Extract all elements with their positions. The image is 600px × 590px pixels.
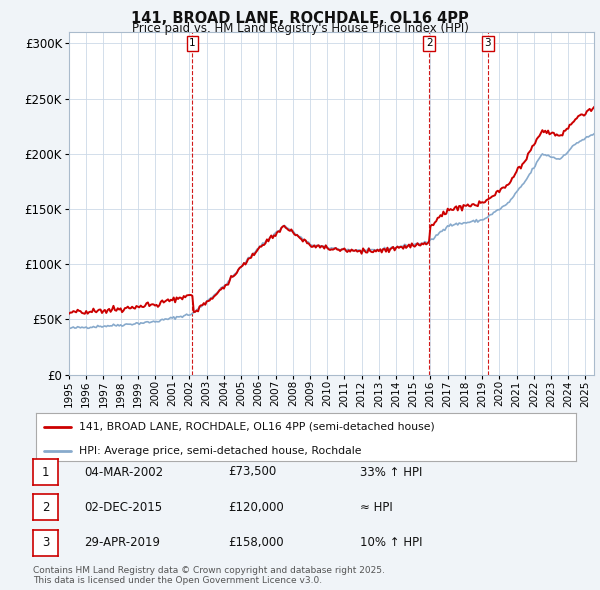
Text: 02-DEC-2015: 02-DEC-2015 [84, 501, 162, 514]
Text: Contains HM Land Registry data © Crown copyright and database right 2025.
This d: Contains HM Land Registry data © Crown c… [33, 566, 385, 585]
Text: 141, BROAD LANE, ROCHDALE, OL16 4PP: 141, BROAD LANE, ROCHDALE, OL16 4PP [131, 11, 469, 25]
Text: ≈ HPI: ≈ HPI [360, 501, 393, 514]
Text: 3: 3 [42, 536, 49, 549]
Text: 1: 1 [42, 466, 49, 478]
Text: £120,000: £120,000 [228, 501, 284, 514]
Text: 141, BROAD LANE, ROCHDALE, OL16 4PP (semi-detached house): 141, BROAD LANE, ROCHDALE, OL16 4PP (sem… [79, 421, 435, 431]
Text: 2: 2 [426, 38, 433, 48]
Text: £158,000: £158,000 [228, 536, 284, 549]
Text: 29-APR-2019: 29-APR-2019 [84, 536, 160, 549]
Text: 33% ↑ HPI: 33% ↑ HPI [360, 466, 422, 478]
Text: £73,500: £73,500 [228, 466, 276, 478]
Text: 04-MAR-2002: 04-MAR-2002 [84, 466, 163, 478]
Text: 10% ↑ HPI: 10% ↑ HPI [360, 536, 422, 549]
Text: HPI: Average price, semi-detached house, Rochdale: HPI: Average price, semi-detached house,… [79, 445, 362, 455]
Text: 1: 1 [189, 38, 196, 48]
Text: 2: 2 [42, 501, 49, 514]
Text: Price paid vs. HM Land Registry's House Price Index (HPI): Price paid vs. HM Land Registry's House … [131, 22, 469, 35]
Text: 3: 3 [484, 38, 491, 48]
